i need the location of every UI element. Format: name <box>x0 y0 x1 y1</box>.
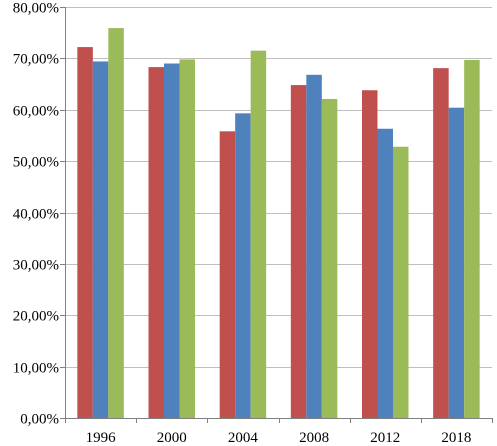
bar <box>250 50 267 418</box>
bar <box>108 28 124 418</box>
y-tick-label: 50,00% <box>13 155 59 171</box>
bar <box>393 146 409 419</box>
bar <box>148 67 164 418</box>
x-tick-label: 1996 <box>86 430 117 446</box>
y-axis-tick-labels: 0,00% 10,00% 20,00% 30,00% 40,00% 50,00% 60,00… <box>13 1 59 428</box>
x-tick-label: 2004 <box>228 430 259 446</box>
y-tick-label: 60,00% <box>13 104 59 120</box>
x-tick-label: 2008 <box>299 430 329 446</box>
x-tick-label: 2000 <box>157 430 187 446</box>
y-tick-label: 70,00% <box>13 52 59 68</box>
x-tick-label: 2012 <box>370 430 400 446</box>
bar <box>164 63 180 418</box>
y-tick-label: 30,00% <box>13 258 59 274</box>
bar <box>235 113 251 418</box>
bar <box>433 68 449 418</box>
bar <box>377 128 393 419</box>
bar <box>362 90 378 418</box>
bar <box>448 107 465 418</box>
x-axis-tick-labels: 1996 2000 2004 2008 2012 2018 <box>86 430 472 446</box>
bar <box>219 131 236 418</box>
bar <box>321 98 338 419</box>
gridlines <box>60 7 493 423</box>
bars <box>77 28 480 419</box>
bar <box>92 61 109 419</box>
bar <box>306 74 322 418</box>
y-tick-label: 10,00% <box>13 361 59 377</box>
bar <box>290 85 307 418</box>
y-tick-label: 0,00% <box>20 412 59 428</box>
y-tick-label: 40,00% <box>13 207 59 223</box>
x-tick-label: 2018 <box>441 430 471 446</box>
bar <box>464 59 480 418</box>
bar <box>77 47 93 418</box>
bar <box>179 59 195 419</box>
y-tick-label: 80,00% <box>13 1 59 17</box>
y-tick-label: 20,00% <box>13 309 59 325</box>
axes <box>65 7 492 423</box>
